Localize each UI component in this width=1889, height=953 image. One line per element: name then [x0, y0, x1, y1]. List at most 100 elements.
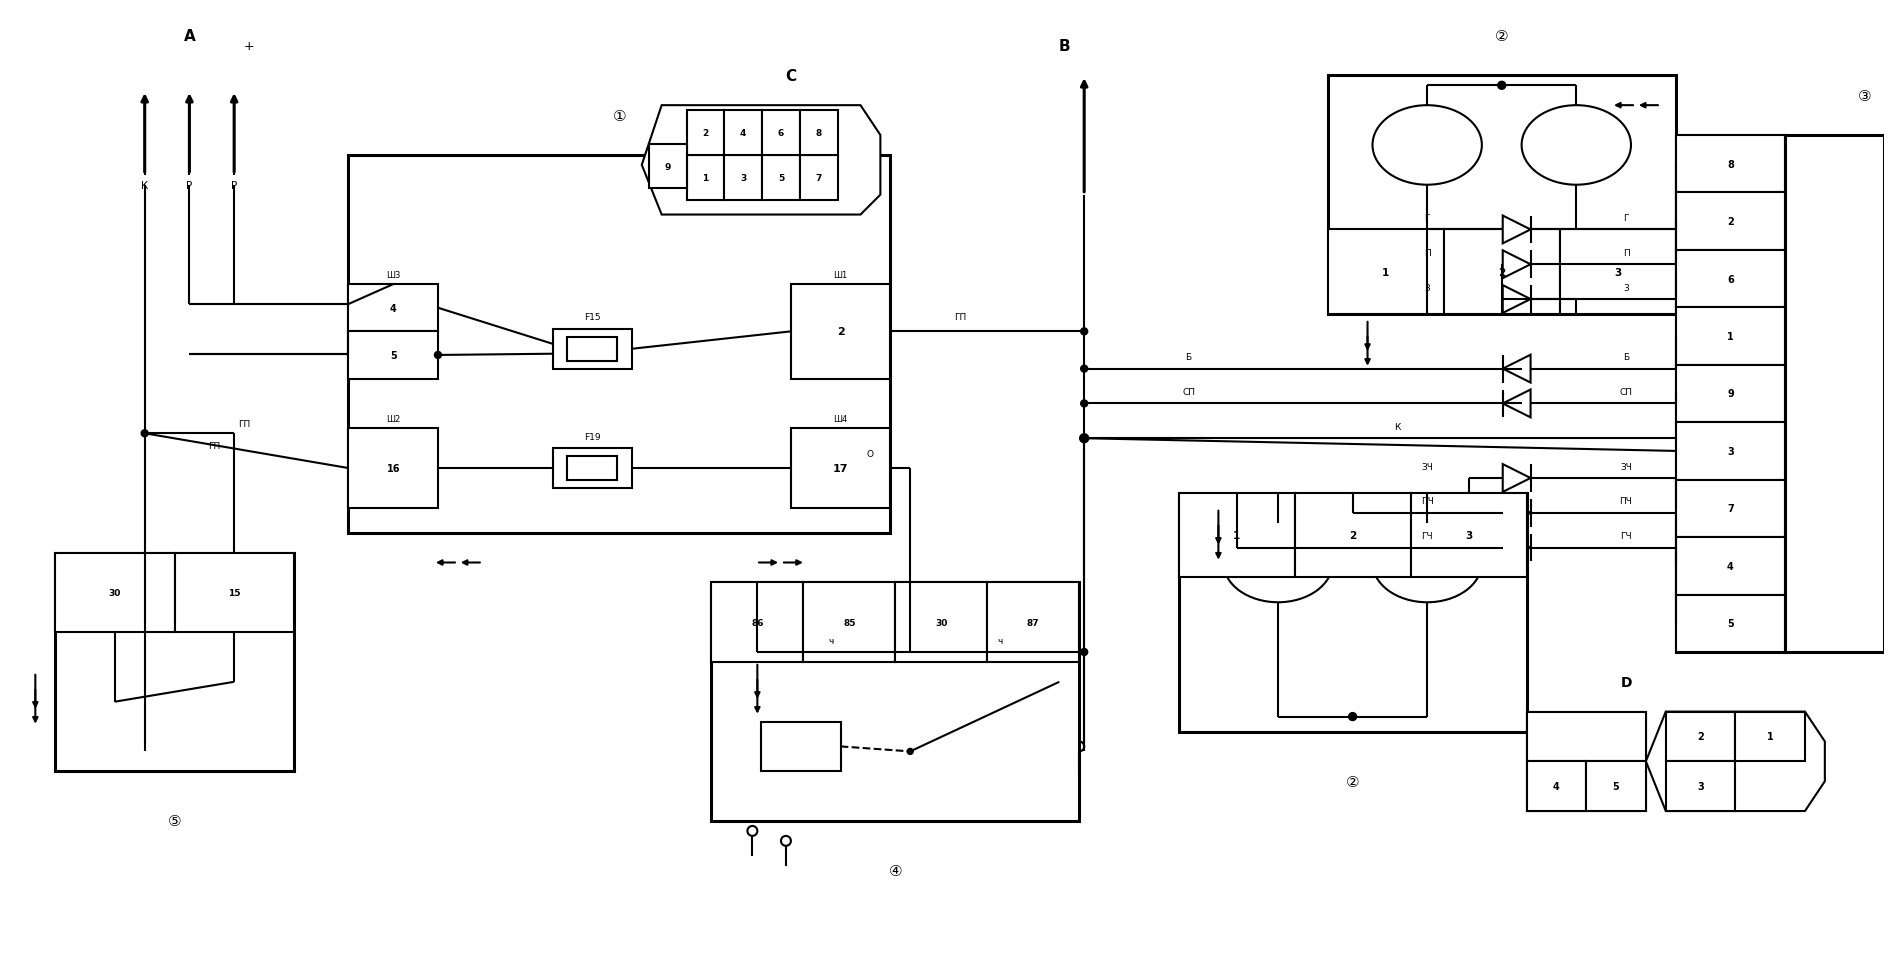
Text: 30: 30: [935, 618, 946, 627]
Text: B: B: [1058, 39, 1069, 54]
Text: 1: 1: [1766, 732, 1772, 741]
Polygon shape: [1502, 499, 1530, 527]
Text: Ш3: Ш3: [385, 271, 400, 279]
Polygon shape: [1502, 534, 1530, 562]
Polygon shape: [1502, 390, 1530, 418]
Bar: [723, 155, 761, 200]
Bar: [1676, 136, 1783, 652]
Text: Р: Р: [187, 180, 193, 191]
Text: 6: 6: [778, 129, 784, 138]
Bar: [1443, 231, 1558, 314]
Text: F15: F15: [584, 314, 601, 322]
Bar: [1676, 480, 1783, 537]
Bar: [1734, 712, 1804, 761]
Text: Ш2: Ш2: [385, 415, 400, 423]
Bar: [1676, 251, 1783, 308]
Text: 2: 2: [1349, 531, 1356, 540]
Bar: [895, 583, 986, 662]
Circle shape: [142, 431, 147, 437]
Bar: [1676, 423, 1783, 480]
Polygon shape: [1645, 712, 1825, 811]
Text: 3: 3: [1424, 283, 1430, 293]
Text: Б: Б: [1623, 353, 1628, 362]
Text: ①: ①: [612, 109, 625, 124]
Text: 86: 86: [750, 618, 763, 627]
Text: К: К: [142, 180, 147, 191]
Text: Ш1: Ш1: [833, 271, 848, 279]
Text: ⑤: ⑤: [168, 814, 181, 828]
Bar: [348, 285, 438, 332]
Bar: [761, 155, 799, 200]
Text: 3: 3: [1623, 283, 1628, 293]
Bar: [710, 583, 803, 662]
Text: 8: 8: [1727, 159, 1732, 170]
Polygon shape: [1502, 216, 1530, 244]
Text: СП: СП: [1181, 388, 1194, 396]
Text: 1: 1: [1232, 531, 1239, 540]
Bar: [348, 332, 438, 379]
Text: ГП: ГП: [238, 419, 249, 428]
Text: Г: Г: [1424, 213, 1430, 223]
Text: ГЧ: ГЧ: [1421, 532, 1432, 540]
Ellipse shape: [1371, 523, 1481, 602]
Text: ч: ч: [997, 636, 1001, 645]
Text: П: П: [1623, 249, 1628, 257]
Circle shape: [1081, 400, 1086, 408]
Circle shape: [1496, 82, 1506, 91]
Text: ④: ④: [888, 863, 901, 879]
Circle shape: [907, 749, 912, 755]
Text: 5: 5: [1611, 781, 1619, 791]
Bar: [1526, 712, 1645, 761]
Bar: [1676, 136, 1783, 193]
Bar: [1676, 365, 1783, 423]
Text: Г: Г: [1623, 213, 1628, 223]
Bar: [1585, 761, 1645, 811]
Text: 30: 30: [110, 588, 121, 598]
Bar: [1179, 494, 1526, 732]
Circle shape: [1081, 649, 1086, 656]
Bar: [1664, 712, 1734, 761]
Text: 2: 2: [1498, 268, 1504, 277]
Text: D: D: [1619, 675, 1630, 689]
Bar: [552, 449, 631, 489]
Text: ч: ч: [827, 636, 833, 645]
Text: 15: 15: [229, 588, 240, 598]
Text: ③: ③: [1857, 89, 1870, 104]
Circle shape: [434, 352, 442, 359]
Bar: [1676, 308, 1783, 365]
Text: ПЧ: ПЧ: [1421, 497, 1434, 506]
Text: О: О: [867, 449, 873, 458]
Text: C: C: [786, 69, 795, 84]
Bar: [1676, 193, 1783, 251]
Text: К: К: [1394, 422, 1400, 432]
Text: 4: 4: [1727, 561, 1732, 571]
Text: П: П: [1422, 249, 1430, 257]
Bar: [799, 112, 837, 155]
Text: 85: 85: [842, 618, 856, 627]
Bar: [1409, 494, 1526, 578]
Bar: [1526, 712, 1645, 811]
Ellipse shape: [1222, 523, 1332, 602]
Bar: [1676, 595, 1783, 652]
Bar: [567, 337, 618, 361]
Text: 3: 3: [740, 173, 746, 183]
Polygon shape: [1502, 286, 1530, 314]
Bar: [1526, 761, 1585, 811]
Text: 3: 3: [1696, 781, 1704, 791]
Bar: [348, 155, 890, 533]
Text: ②: ②: [1494, 29, 1507, 44]
Text: 4: 4: [1553, 781, 1558, 791]
Polygon shape: [1502, 355, 1530, 383]
Bar: [1783, 136, 1883, 652]
Bar: [1664, 761, 1734, 811]
Bar: [710, 583, 1079, 821]
Text: 9: 9: [665, 162, 671, 172]
Polygon shape: [1502, 464, 1530, 493]
Bar: [55, 553, 174, 633]
Bar: [1179, 494, 1294, 578]
Text: A: A: [183, 29, 195, 44]
Text: 2: 2: [1696, 732, 1704, 741]
Circle shape: [1073, 741, 1084, 752]
Text: 5: 5: [1727, 618, 1732, 629]
Text: 7: 7: [1727, 504, 1732, 514]
